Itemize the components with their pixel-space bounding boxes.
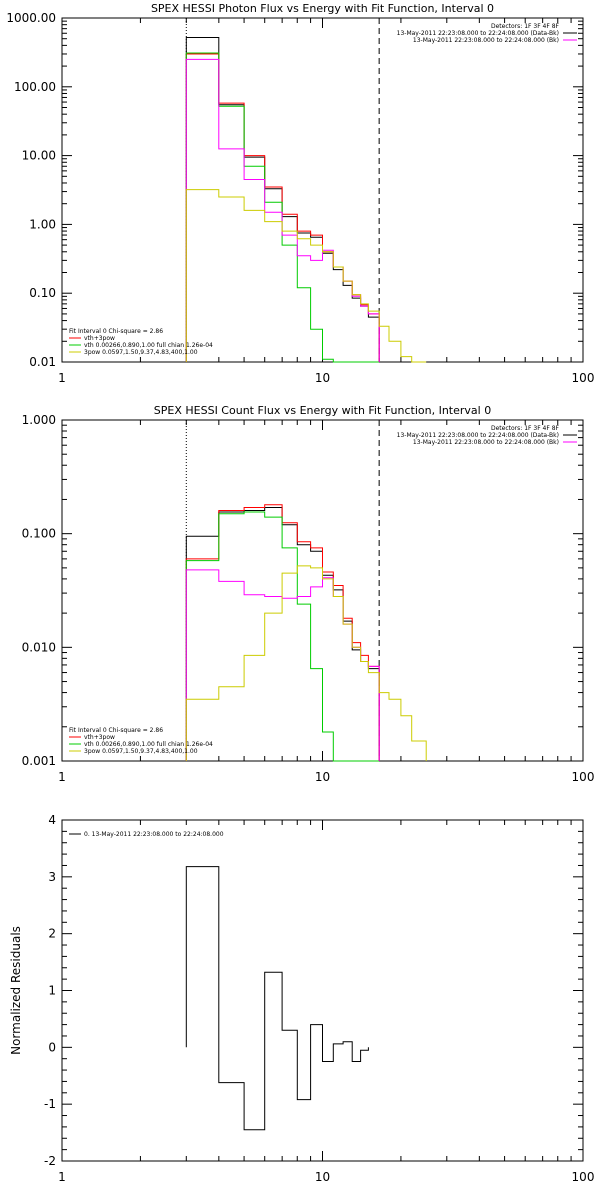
x-tick-label: 100 <box>572 1170 595 1184</box>
series-5-step-line <box>185 189 427 363</box>
y-tick-label: 1.00 <box>29 217 56 231</box>
chart-title: SPEX HESSI Photon Flux vs Energy with Fi… <box>151 2 494 15</box>
x-tick-label: 10 <box>315 770 330 784</box>
y-tick-label: 2 <box>48 927 56 941</box>
x-tick-label: 100 <box>572 371 595 385</box>
series-4-step-line <box>185 569 380 761</box>
plot-frame <box>61 17 584 363</box>
plot-frame <box>61 819 584 1162</box>
y-tick-label: 0.001 <box>22 754 56 768</box>
series-2-step-line <box>185 504 380 761</box>
legend-left-entry: vth 0.00266,0.890,1.00 full chian 1.26e-… <box>84 741 213 748</box>
series-1-step-line <box>185 37 380 362</box>
legend-left-entry: 3pow 0.0597,1.50,9.37,4.83,400,1.00 <box>84 349 198 356</box>
legend-right-entry: 13-May-2011 22:23:08.000 to 22:24:08.000… <box>413 37 559 44</box>
y-tick-label: -1 <box>44 1097 56 1111</box>
y-tick-label: -2 <box>44 1154 56 1168</box>
y-tick-label: 0.100 <box>22 527 56 541</box>
series-1-step-line <box>185 866 369 1131</box>
legend-left-entry: Fit Interval 0 Chi-square = 2.86 <box>69 328 163 335</box>
series-4-step-line <box>185 58 380 362</box>
legend-left-entry: vth+3pow <box>84 734 115 741</box>
legend-right-entry: 13-May-2011 22:23:08.000 to 22:24:08.000… <box>397 432 559 439</box>
legend-left-entry: vth+3pow <box>84 335 115 342</box>
y-tick-label: 0.01 <box>29 355 56 369</box>
y-tick-label: 0.010 <box>22 640 56 654</box>
y-tick-label: 10.00 <box>22 149 56 163</box>
y-tick-label: 0.10 <box>29 286 56 300</box>
legend-right-entry: Detectors: 1F 3F 4F 8F <box>491 425 560 432</box>
y-tick-label: 1000.00 <box>6 11 56 25</box>
x-tick-label: 1 <box>58 1170 66 1184</box>
series-1-step-line <box>185 507 380 761</box>
y-tick-label: 1.000 <box>22 413 56 427</box>
x-tick-label: 1 <box>58 770 66 784</box>
legend-right-entry: 13-May-2011 22:23:08.000 to 22:24:08.000… <box>397 30 559 37</box>
chart-panel-1: SPEX HESSI Photon Flux vs Energy with Fi… <box>6 2 594 385</box>
legend-left-entry: 0. 13-May-2011 22:23:08.000 to 22:24:08.… <box>84 831 224 838</box>
legend-left-entry: 3pow 0.0597,1.50,9.37,4.83,400,1.00 <box>84 748 198 755</box>
series-5-step-line <box>185 565 427 761</box>
y-tick-label: 4 <box>48 813 56 827</box>
legend-left-entry: vth 0.00266,0.890,1.00 full chian 1.26e-… <box>84 342 213 349</box>
series-3-step-line <box>185 52 380 363</box>
y-tick-label: 3 <box>48 870 56 884</box>
chart-title: SPEX HESSI Count Flux vs Energy with Fit… <box>154 404 491 417</box>
legend-right-entry: 13-May-2011 22:23:08.000 to 22:24:08.000… <box>413 439 559 446</box>
x-tick-label: 10 <box>315 1170 330 1184</box>
series-3-step-line <box>185 511 380 762</box>
y-tick-label: 100.00 <box>14 80 56 94</box>
series-2-step-line <box>185 53 380 362</box>
legend-right-entry: Detectors: 1F 3F 4F 8F <box>491 23 560 30</box>
y-tick-label: 1 <box>48 984 56 998</box>
legend-left-entry: Fit Interval 0 Chi-square = 2.86 <box>69 727 163 734</box>
chart-panel-2: SPEX HESSI Count Flux vs Energy with Fit… <box>22 404 595 784</box>
y-axis-label: Normalized Residuals <box>9 926 23 1055</box>
y-tick-label: 0 <box>48 1040 56 1054</box>
x-tick-label: 10 <box>315 371 330 385</box>
x-tick-label: 1 <box>58 371 66 385</box>
x-tick-label: 100 <box>572 770 595 784</box>
